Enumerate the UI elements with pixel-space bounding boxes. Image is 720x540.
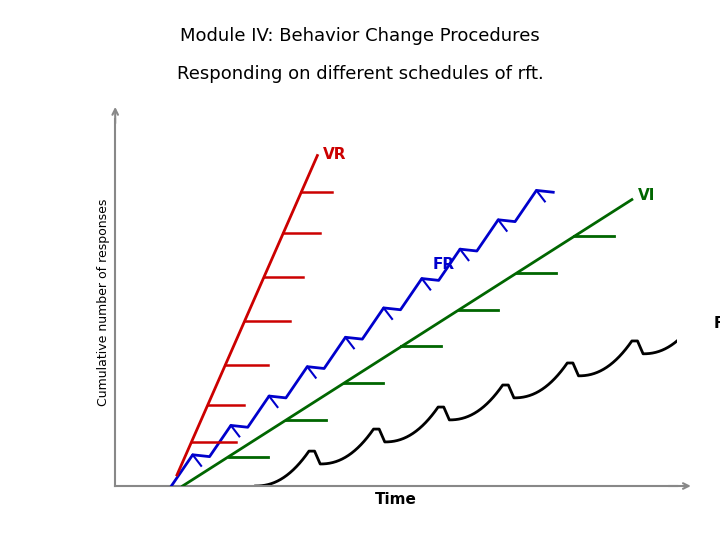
Text: VI: VI: [637, 187, 655, 202]
Text: Module IV: Behavior Change Procedures: Module IV: Behavior Change Procedures: [180, 27, 540, 45]
Text: FI: FI: [714, 316, 720, 331]
Text: Responding on different schedules of rft.: Responding on different schedules of rft…: [176, 65, 544, 83]
Y-axis label: Cumulative number of responses: Cumulative number of responses: [96, 199, 109, 406]
X-axis label: Time: Time: [375, 491, 417, 507]
Text: VR: VR: [323, 147, 346, 162]
Text: FR: FR: [433, 258, 455, 272]
